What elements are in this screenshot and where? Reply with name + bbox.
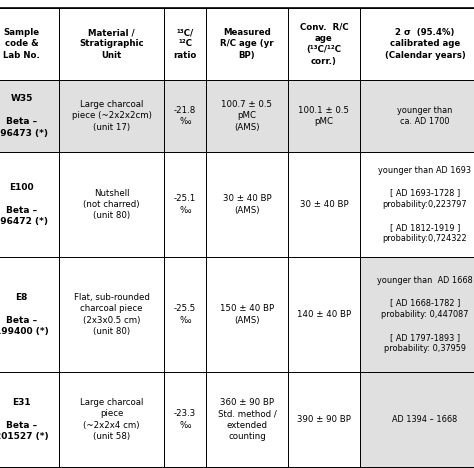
Bar (0, 372, 59, 467)
Bar (360, 467, 474, 468)
Text: Large charcoal
piece
(~2x2x4 cm)
(unit 58): Large charcoal piece (~2x2x4 cm) (unit 5… (80, 398, 143, 441)
Text: E100

Beta –
196472 (*): E100 Beta – 196472 (*) (0, 183, 48, 226)
Text: AD 1394 – 1668: AD 1394 – 1668 (392, 415, 457, 424)
Bar (360, 80, 474, 152)
Text: E31

Beta –
201527 (*): E31 Beta – 201527 (*) (0, 398, 48, 441)
Bar (360, 257, 474, 372)
Bar (59, 80, 164, 152)
Bar (164, 467, 206, 468)
Text: 360 ± 90 BP
Std. method /
extended
counting: 360 ± 90 BP Std. method / extended count… (218, 398, 276, 441)
Bar (360, 372, 474, 467)
Bar (0, 152, 59, 257)
Bar (0, 257, 59, 372)
Bar (59, 152, 164, 257)
Bar (206, 372, 288, 467)
Bar (288, 8, 360, 80)
Text: 100.1 ± 0.5
pMC: 100.1 ± 0.5 pMC (299, 106, 349, 126)
Bar (288, 467, 360, 468)
Text: 2 σ  (95.4%)
calibrated age
(Calendar years): 2 σ (95.4%) calibrated age (Calendar yea… (384, 28, 465, 60)
Bar (0, 80, 59, 152)
Text: Large charcoal
piece (~2x2x2cm)
(unit 17): Large charcoal piece (~2x2x2cm) (unit 17… (72, 100, 151, 132)
Text: Material /
Stratigraphic
Unit: Material / Stratigraphic Unit (79, 28, 144, 60)
Text: 390 ± 90 BP: 390 ± 90 BP (297, 415, 351, 424)
Bar (59, 372, 164, 467)
Bar (206, 80, 288, 152)
Bar (206, 467, 288, 468)
Bar (59, 257, 164, 372)
Bar (0, 467, 59, 468)
Text: Flat, sub-rounded
charcoal piece
(2x3x0.5 cm)
(unit 80): Flat, sub-rounded charcoal piece (2x3x0.… (73, 293, 149, 336)
Bar (0, 8, 59, 80)
Text: -21.8
‰: -21.8 ‰ (174, 106, 196, 126)
Text: -25.1
‰: -25.1 ‰ (174, 194, 196, 215)
Text: W35

Beta –
196473 (*): W35 Beta – 196473 (*) (0, 95, 48, 138)
Text: -25.5
‰: -25.5 ‰ (174, 304, 196, 325)
Bar (206, 8, 288, 80)
Bar (164, 372, 206, 467)
Bar (288, 80, 360, 152)
Text: Conv.  R/C
age
(¹³C/¹²C
corr.): Conv. R/C age (¹³C/¹²C corr.) (300, 22, 348, 66)
Bar (59, 467, 164, 468)
Text: E8

Beta –
199400 (*): E8 Beta – 199400 (*) (0, 293, 48, 336)
Text: younger than AD 1693

[ AD 1693-1728 ]
probability:0,223797

[ AD 1812-1919 ]
pr: younger than AD 1693 [ AD 1693-1728 ] pr… (379, 166, 472, 243)
Text: Measured
R/C age (yr
BP): Measured R/C age (yr BP) (220, 28, 274, 60)
Text: 100.7 ± 0.5
pMC
(AMS): 100.7 ± 0.5 pMC (AMS) (221, 100, 273, 132)
Text: Nutshell
(not charred)
(unit 80): Nutshell (not charred) (unit 80) (83, 189, 140, 220)
Text: ¹³C/
¹²C
ratio: ¹³C/ ¹²C ratio (173, 28, 197, 60)
Text: 30 ± 40 BP
(AMS): 30 ± 40 BP (AMS) (223, 194, 271, 215)
Bar (164, 257, 206, 372)
Text: younger than  AD 1668

[ AD 1668-1782 ]
probability: 0,447087

[ AD 1797-1893 ]
: younger than AD 1668 [ AD 1668-1782 ] pr… (377, 276, 473, 353)
Bar (206, 257, 288, 372)
Text: 30 ± 40 BP: 30 ± 40 BP (300, 200, 348, 209)
Bar (360, 152, 474, 257)
Bar (288, 372, 360, 467)
Bar (59, 8, 164, 80)
Bar (288, 257, 360, 372)
Bar (360, 8, 474, 80)
Text: 140 ± 40 BP: 140 ± 40 BP (297, 310, 351, 319)
Bar (164, 80, 206, 152)
Text: younger than
ca. AD 1700: younger than ca. AD 1700 (397, 106, 453, 126)
Bar (288, 152, 360, 257)
Bar (164, 8, 206, 80)
Text: -23.3
‰: -23.3 ‰ (174, 410, 196, 430)
Text: 150 ± 40 BP
(AMS): 150 ± 40 BP (AMS) (220, 304, 274, 325)
Text: Sample
code &
Lab No.: Sample code & Lab No. (3, 28, 40, 60)
Bar (206, 152, 288, 257)
Bar (164, 152, 206, 257)
